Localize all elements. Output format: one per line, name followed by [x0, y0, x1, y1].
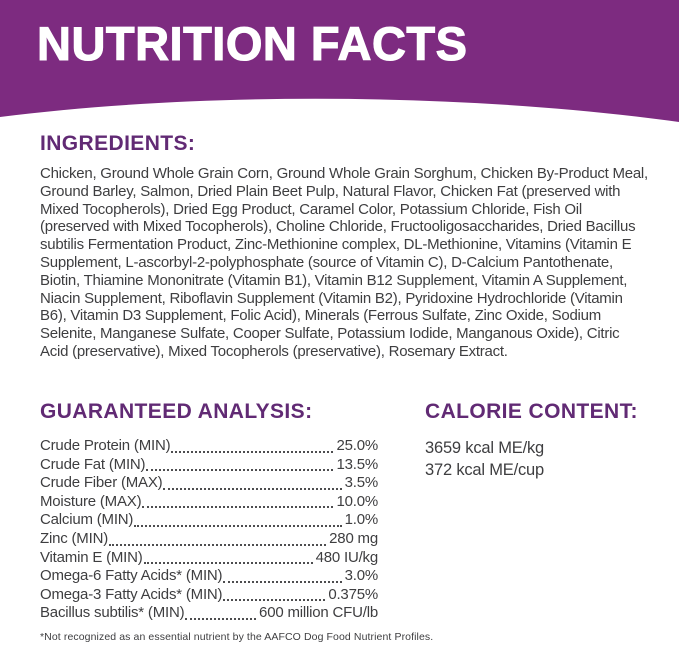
calorie-content-heading: CALORIE CONTENT:	[425, 400, 638, 423]
guaranteed-analysis-heading: GUARANTEED ANALYSIS:	[40, 400, 313, 423]
dotted-leader	[185, 617, 257, 620]
analysis-label: Calcium (MIN)	[40, 511, 134, 529]
dotted-leader	[223, 580, 342, 583]
banner: NUTRITION FACTS	[0, 0, 679, 132]
calorie-per-cup: 372 kcal ME/cup	[425, 460, 544, 479]
dotted-leader	[223, 599, 326, 602]
analysis-label: Crude Protein (MIN)	[40, 437, 171, 454]
analysis-label: Omega-6 Fatty Acids* (MIN)	[40, 567, 223, 585]
analysis-value: 0.375%	[328, 585, 378, 603]
page-title: NUTRITION FACTS	[36, 16, 468, 70]
guaranteed-analysis-section: GUARANTEED ANALYSIS: Crude Protein (MIN)…	[40, 400, 378, 623]
ingredients-section: INGREDIENTS: Chicken, Ground Whole Grain…	[40, 132, 650, 361]
analysis-value: 3.5%	[344, 474, 379, 492]
analysis-label: Vitamin E (MIN)	[40, 548, 143, 566]
analysis-label: Moisture (MAX)	[40, 492, 142, 510]
analysis-value: 25.0%	[336, 437, 378, 454]
analysis-label: Crude Fat (MIN)	[40, 455, 146, 473]
guaranteed-analysis-table: Crude Protein (MIN) 25.0% Crude Fat (MIN…	[40, 437, 378, 623]
dotted-leader	[146, 469, 334, 472]
banner-curve-background	[0, 0, 679, 122]
analysis-row-zinc: Zinc (MIN) 280 mg	[40, 530, 378, 549]
analysis-value: 280 mg	[329, 529, 378, 547]
analysis-row-moisture: Moisture (MAX) 10.0%	[40, 493, 378, 512]
analysis-label: Omega-3 Fatty Acids* (MIN)	[40, 585, 223, 603]
dotted-leader	[134, 524, 342, 527]
analysis-value: 10.0%	[336, 492, 378, 510]
analysis-row-crude-fiber: Crude Fiber (MAX) 3.5%	[40, 474, 378, 493]
dotted-leader	[143, 562, 313, 565]
analysis-label: Bacillus subtilis* (MIN)	[40, 604, 185, 622]
ingredients-text: Chicken, Ground Whole Grain Corn, Ground…	[40, 165, 648, 360]
analysis-value: 480 IU/kg	[315, 548, 379, 566]
analysis-row-crude-fat: Crude Fat (MIN) 13.5%	[40, 456, 378, 475]
calorie-content-values: 3659 kcal ME/kg 372 kcal ME/cup	[425, 438, 655, 481]
analysis-row-omega-6: Omega-6 Fatty Acids* (MIN) 3.0%	[40, 567, 378, 586]
analysis-value: 600 million CFU/lb	[259, 604, 378, 622]
analysis-value: 3.0%	[344, 567, 379, 585]
analysis-value: 13.5%	[336, 455, 378, 473]
dotted-leader	[109, 543, 327, 546]
analysis-row-bacillus-subtilis: Bacillus subtilis* (MIN) 600 million CFU…	[40, 604, 378, 623]
analysis-label: Crude Fiber (MAX)	[40, 474, 163, 492]
analysis-value: 1.0%	[344, 511, 379, 529]
footnote: *Not recognized as an essential nutrient…	[40, 631, 434, 643]
calorie-content-section: CALORIE CONTENT: 3659 kcal ME/kg 372 kca…	[425, 400, 655, 481]
calorie-per-kg: 3659 kcal ME/kg	[425, 439, 544, 457]
analysis-row-crude-protein: Crude Protein (MIN) 25.0%	[40, 437, 378, 456]
analysis-row-calcium: Calcium (MIN) 1.0%	[40, 511, 378, 530]
analysis-row-vitamin-e: Vitamin E (MIN) 480 IU/kg	[40, 549, 378, 568]
analysis-label: Zinc (MIN)	[40, 529, 108, 547]
analysis-row-omega-3: Omega-3 Fatty Acids* (MIN) 0.375%	[40, 586, 378, 605]
dotted-leader	[142, 506, 334, 509]
ingredients-heading: INGREDIENTS:	[40, 132, 196, 155]
dotted-leader	[171, 450, 334, 453]
dotted-leader	[163, 487, 342, 490]
